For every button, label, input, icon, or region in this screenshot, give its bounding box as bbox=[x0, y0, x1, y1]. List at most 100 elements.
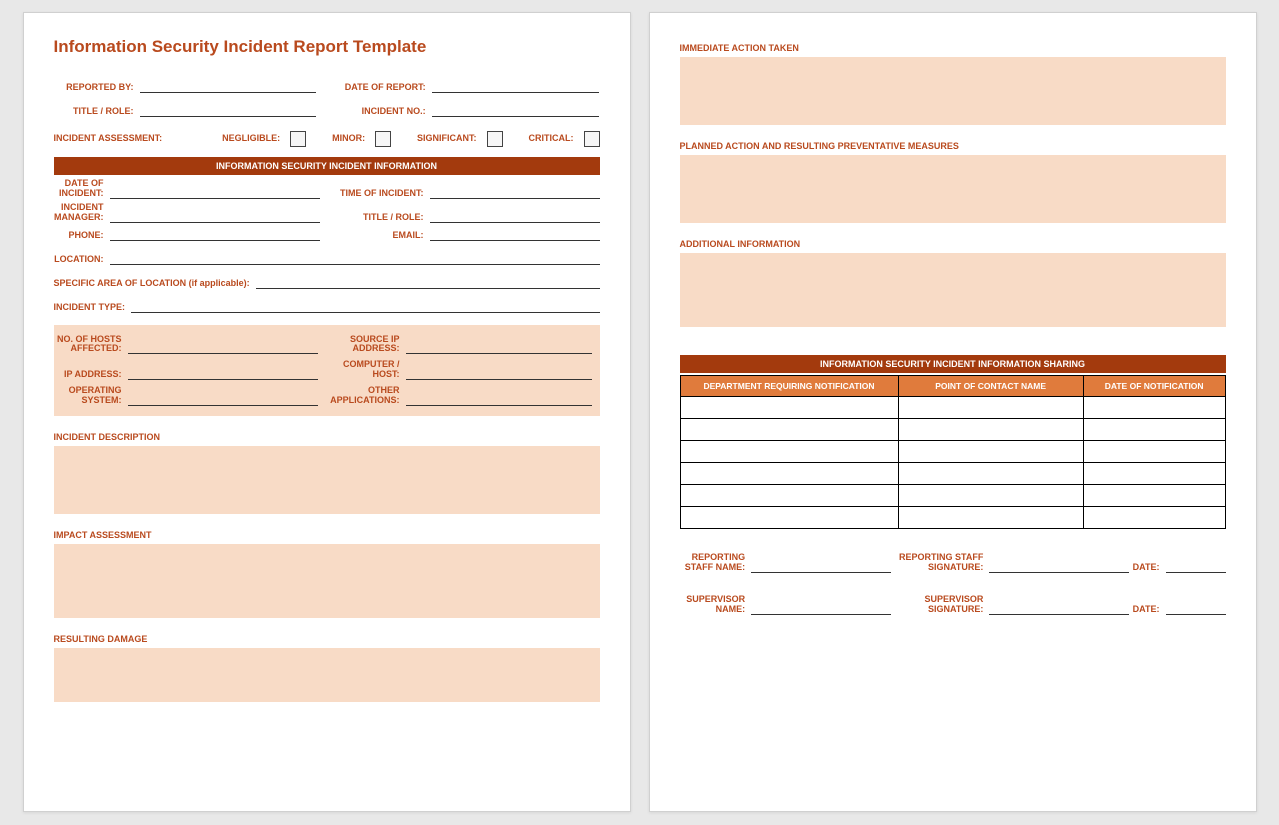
table-cell[interactable] bbox=[1083, 419, 1225, 441]
label-assessment: INCIDENT ASSESSMENT: bbox=[54, 134, 169, 144]
th-date: DATE OF NOTIFICATION bbox=[1083, 376, 1225, 397]
document-title: Information Security Incident Report Tem… bbox=[54, 37, 600, 57]
field-source-ip[interactable] bbox=[406, 340, 592, 354]
label-significant: SIGNIFICANT: bbox=[417, 134, 483, 144]
label-reporting-staff-name: REPORTING STAFF NAME: bbox=[680, 553, 752, 573]
table-cell[interactable] bbox=[680, 419, 898, 441]
field-additional-info[interactable] bbox=[680, 253, 1226, 327]
signature-block: REPORTING STAFF NAME: REPORTING STAFF SI… bbox=[680, 553, 1226, 615]
table-cell[interactable] bbox=[1083, 507, 1225, 529]
label-impact-assessment: IMPACT ASSESSMENT bbox=[54, 530, 600, 540]
label-specific-area: SPECIFIC AREA OF LOCATION (if applicable… bbox=[54, 279, 256, 289]
field-os[interactable] bbox=[128, 392, 318, 406]
th-department: DEPARTMENT REQUIRING NOTIFICATION bbox=[680, 376, 898, 397]
label-phone: PHONE: bbox=[54, 231, 110, 241]
table-cell[interactable] bbox=[898, 507, 1083, 529]
field-date-incident[interactable] bbox=[110, 185, 320, 199]
field-other-apps[interactable] bbox=[406, 392, 592, 406]
field-incident-manager[interactable] bbox=[110, 209, 320, 223]
label-email: EMAIL: bbox=[334, 231, 430, 241]
table-cell[interactable] bbox=[1083, 397, 1225, 419]
checkbox-minor[interactable] bbox=[375, 131, 391, 147]
field-title-role[interactable] bbox=[140, 103, 316, 117]
checkbox-negligible[interactable] bbox=[290, 131, 306, 147]
label-title-role-2: TITLE / ROLE: bbox=[334, 213, 430, 223]
field-date-2[interactable] bbox=[1166, 601, 1226, 615]
page-2: IMMEDIATE ACTION TAKEN PLANNED ACTION AN… bbox=[649, 12, 1257, 812]
label-minor: MINOR: bbox=[332, 134, 371, 144]
field-time-incident[interactable] bbox=[430, 185, 600, 199]
field-reporting-staff-name[interactable] bbox=[751, 559, 891, 573]
header-row-2: TITLE / ROLE: INCIDENT NO.: bbox=[54, 103, 600, 117]
label-title-role: TITLE / ROLE: bbox=[54, 107, 140, 117]
checkbox-significant[interactable] bbox=[487, 131, 503, 147]
page-1: Information Security Incident Report Tem… bbox=[23, 12, 631, 812]
field-incident-no[interactable] bbox=[432, 103, 600, 117]
table-row bbox=[680, 441, 1225, 463]
table-cell[interactable] bbox=[680, 485, 898, 507]
table-cell[interactable] bbox=[898, 397, 1083, 419]
label-other-apps: OTHER APPLICATIONS: bbox=[328, 386, 406, 406]
table-cell[interactable] bbox=[1083, 463, 1225, 485]
section-bar-sharing: INFORMATION SECURITY INCIDENT INFORMATIO… bbox=[680, 355, 1226, 373]
field-resulting-damage[interactable] bbox=[54, 648, 600, 702]
label-time-incident: TIME OF INCIDENT: bbox=[334, 189, 430, 199]
label-source-ip: SOURCE IP ADDRESS: bbox=[328, 335, 406, 355]
table-cell[interactable] bbox=[680, 507, 898, 529]
table-row bbox=[680, 463, 1225, 485]
label-date-incident: DATE OF INCIDENT: bbox=[54, 179, 110, 199]
field-computer-host[interactable] bbox=[406, 366, 592, 380]
table-cell[interactable] bbox=[680, 463, 898, 485]
label-supervisor-name: SUPERVISOR NAME: bbox=[680, 595, 752, 615]
label-immediate-action: IMMEDIATE ACTION TAKEN bbox=[680, 43, 1226, 53]
field-email[interactable] bbox=[430, 227, 600, 241]
label-date-2: DATE: bbox=[1129, 605, 1165, 615]
field-incident-description[interactable] bbox=[54, 446, 600, 514]
th-poc: POINT OF CONTACT NAME bbox=[898, 376, 1083, 397]
field-reporting-staff-sig[interactable] bbox=[989, 559, 1129, 573]
label-critical: CRITICAL: bbox=[529, 134, 580, 144]
checkbox-critical[interactable] bbox=[584, 131, 600, 147]
field-planned-action[interactable] bbox=[680, 155, 1226, 223]
label-planned-action: PLANNED ACTION AND RESULTING PREVENTATIV… bbox=[680, 141, 1226, 151]
field-specific-area[interactable] bbox=[256, 275, 600, 289]
table-cell[interactable] bbox=[898, 419, 1083, 441]
label-negligible: NEGLIGIBLE: bbox=[222, 134, 286, 144]
table-cell[interactable] bbox=[898, 441, 1083, 463]
field-immediate-action[interactable] bbox=[680, 57, 1226, 125]
table-cell[interactable] bbox=[680, 397, 898, 419]
label-incident-description: INCIDENT DESCRIPTION bbox=[54, 432, 600, 442]
table-row bbox=[680, 419, 1225, 441]
table-cell[interactable] bbox=[1083, 485, 1225, 507]
field-phone[interactable] bbox=[110, 227, 320, 241]
field-ip-address[interactable] bbox=[128, 366, 318, 380]
label-computer-host: COMPUTER / HOST: bbox=[328, 360, 406, 380]
field-impact-assessment[interactable] bbox=[54, 544, 600, 618]
table-row bbox=[680, 485, 1225, 507]
section-bar-info: INFORMATION SECURITY INCIDENT INFORMATIO… bbox=[54, 157, 600, 175]
field-supervisor-sig[interactable] bbox=[989, 601, 1129, 615]
label-incident-no: INCIDENT NO.: bbox=[336, 107, 432, 117]
label-date-of-report: DATE OF REPORT: bbox=[336, 83, 432, 93]
field-date-1[interactable] bbox=[1166, 559, 1226, 573]
label-date-1: DATE: bbox=[1129, 563, 1165, 573]
table-cell[interactable] bbox=[898, 463, 1083, 485]
field-location[interactable] bbox=[110, 251, 600, 265]
table-cell[interactable] bbox=[680, 441, 898, 463]
tech-details-box: NO. OF HOSTS AFFECTED: SOURCE IP ADDRESS… bbox=[54, 325, 600, 416]
header-row-1: REPORTED BY: DATE OF REPORT: bbox=[54, 79, 600, 93]
table-cell[interactable] bbox=[1083, 441, 1225, 463]
field-date-of-report[interactable] bbox=[432, 79, 600, 93]
label-resulting-damage: RESULTING DAMAGE bbox=[54, 634, 600, 644]
field-title-role-2[interactable] bbox=[430, 209, 600, 223]
field-reported-by[interactable] bbox=[140, 79, 316, 93]
label-reported-by: REPORTED BY: bbox=[54, 83, 140, 93]
table-cell[interactable] bbox=[898, 485, 1083, 507]
label-incident-manager: INCIDENT MANAGER: bbox=[54, 203, 110, 223]
table-row bbox=[680, 507, 1225, 529]
label-supervisor-sig: SUPERVISOR SIGNATURE: bbox=[891, 595, 989, 615]
field-hosts-affected[interactable] bbox=[128, 340, 318, 354]
field-supervisor-name[interactable] bbox=[751, 601, 891, 615]
field-incident-type[interactable] bbox=[131, 299, 599, 313]
assessment-row: INCIDENT ASSESSMENT: NEGLIGIBLE: MINOR: … bbox=[54, 131, 600, 147]
